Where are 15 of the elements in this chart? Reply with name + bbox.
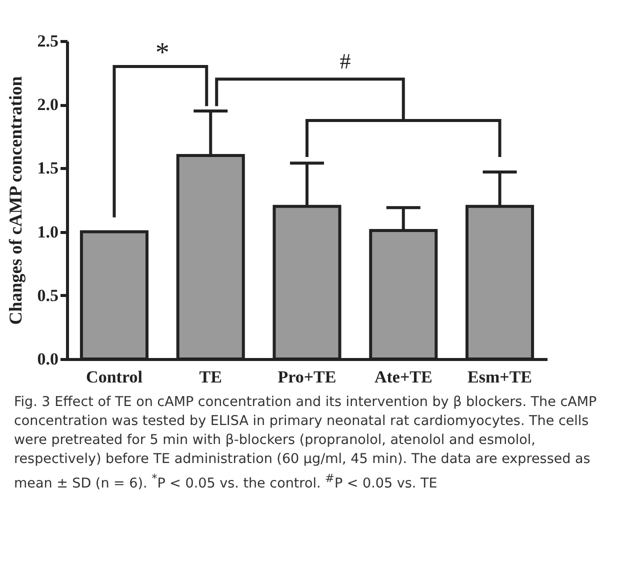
x-tick-label: Pro+TE — [278, 368, 336, 386]
y-axis-title: Changes of cAMP concentration — [5, 76, 26, 325]
x-tick-label: Esm+TE — [468, 368, 532, 386]
y-tick-label: 0.5 — [37, 286, 58, 305]
x-tick-label: TE — [199, 368, 222, 386]
y-tick-label: 2.5 — [37, 32, 58, 50]
y-tick-label: 0.0 — [37, 350, 58, 368]
text: Fig. 3 Effect of TE on cAMP concentration and its intervention by β blockers. The cAMP concentration was tested by ELISA in primary neonatal rat cardiomyocytes. The cells were pretreated for 5 min with β-blockers (propranolol, atenolol and esmolol, respectively) before TE administration (60 μg/ml, 45 min). The data are expressed as mean ± SD (n = 6). $^{*}$P < 0.05 vs. the control. $^{#}$P < 0.05 vs. TE — [14, 394, 597, 492]
x-tick-label: Control — [86, 368, 143, 386]
y-tick-label: 1.5 — [37, 158, 58, 178]
annotation: # — [340, 48, 351, 74]
annotation: * — [155, 38, 170, 69]
y-tick-label: 1.0 — [37, 222, 58, 242]
y-tick-label: 2.0 — [37, 95, 58, 114]
x-tick-label: Ate+TE — [374, 368, 432, 386]
